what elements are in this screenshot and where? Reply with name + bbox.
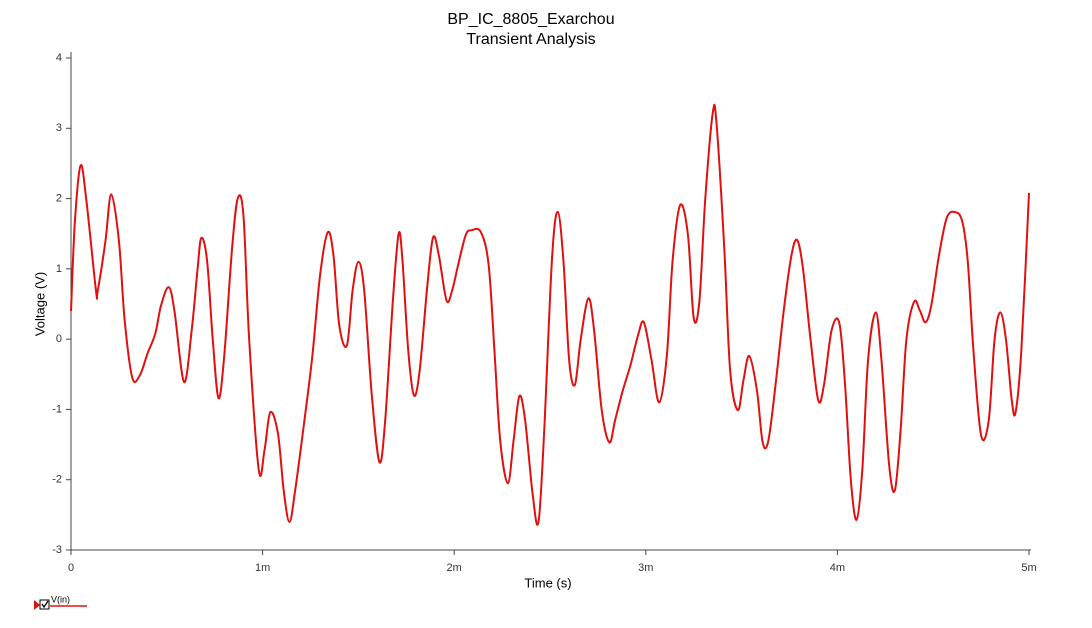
- legend-checkbox[interactable]: [39, 599, 50, 610]
- legend-label: V(in): [51, 594, 70, 604]
- y-tick-label: 1: [56, 263, 62, 275]
- x-tick-label: 1m: [255, 562, 270, 574]
- legend: V(in): [34, 594, 87, 610]
- x-tick-label: 5m: [1021, 562, 1036, 574]
- y-tick-label: 4: [56, 52, 62, 64]
- chart-title: BP_IC_8805_Exarchou: [447, 11, 614, 28]
- legend-check: [41, 600, 49, 609]
- y-tick-label: -3: [52, 544, 62, 556]
- x-tick-label: 2m: [447, 562, 462, 574]
- x-tick-label: 0: [68, 562, 74, 574]
- x-axis-label: Time (s): [524, 575, 571, 590]
- x-tick-label: 3m: [638, 562, 653, 574]
- y-tick-label: 2: [56, 192, 62, 204]
- y-tick-label: -1: [52, 403, 62, 415]
- y-tick-label: 3: [56, 122, 62, 134]
- y-tick-label: 0: [56, 333, 62, 345]
- y-tick-label: -2: [52, 474, 62, 486]
- series-line: [70, 103, 1030, 526]
- legend-marker: [34, 600, 40, 610]
- x-tick-label: 4m: [830, 562, 845, 574]
- y-axis-label: Voltage (V): [32, 272, 47, 336]
- chart-subtitle: Transient Analysis: [466, 31, 595, 48]
